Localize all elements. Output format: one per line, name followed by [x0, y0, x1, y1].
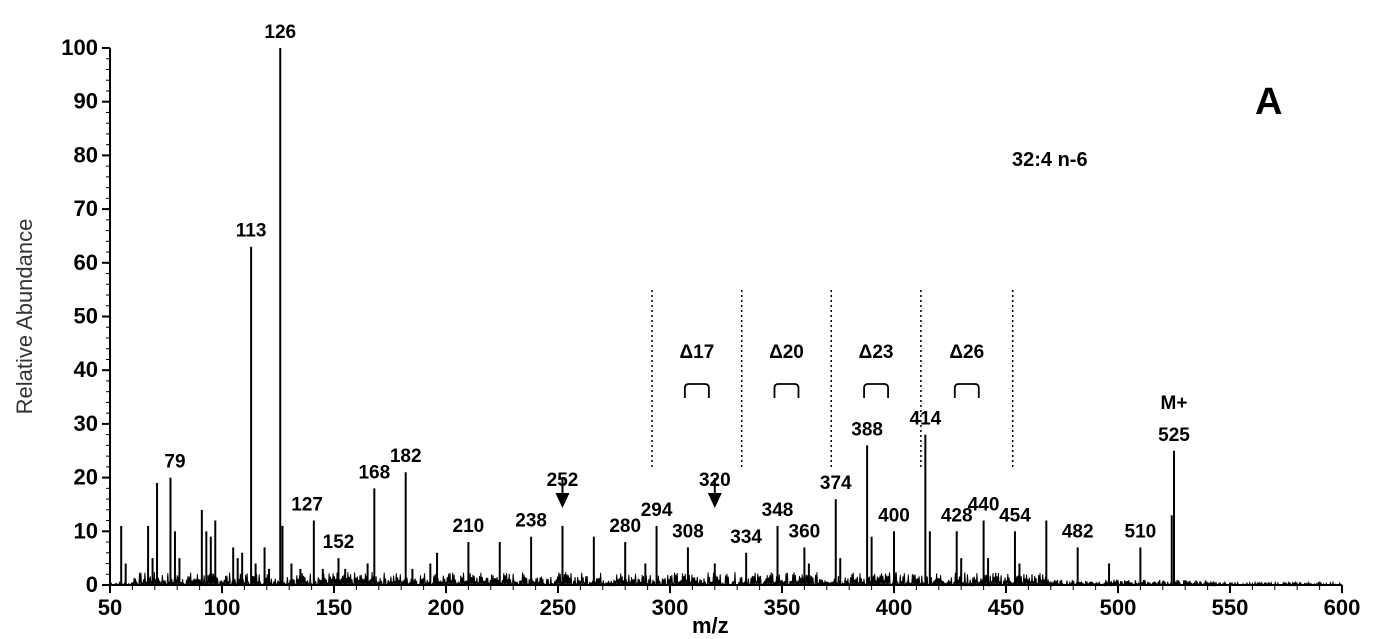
- peak-label-440: 440: [968, 495, 1000, 516]
- compound-label: 32:4 n-6: [1012, 149, 1088, 171]
- molecular-ion-label: M+: [1161, 393, 1188, 414]
- peak-label-152: 152: [323, 532, 355, 553]
- y-tick-label: 50: [74, 304, 98, 329]
- y-tick-label: 70: [74, 196, 98, 221]
- noise-trace: [109, 572, 1343, 587]
- x-tick-label: 400: [876, 595, 913, 620]
- peak-label-308: 308: [672, 521, 704, 542]
- peak-label-280: 280: [609, 516, 641, 537]
- x-tick-label: 150: [316, 595, 353, 620]
- peak-label-414: 414: [910, 409, 942, 430]
- x-tick-label: 350: [764, 595, 801, 620]
- y-tick-label: 20: [74, 465, 98, 490]
- y-tick-label: 0: [86, 572, 98, 597]
- x-tick-label: 200: [428, 595, 465, 620]
- x-tick-label: 250: [540, 595, 577, 620]
- peak-label-482: 482: [1062, 521, 1094, 542]
- peak-label-360: 360: [789, 521, 821, 542]
- peak-label-168: 168: [358, 462, 390, 483]
- peak-label-454: 454: [999, 505, 1031, 526]
- y-tick-label: 40: [74, 357, 98, 382]
- double-bond-bracket: [683, 383, 710, 398]
- y-tick-label: 80: [74, 142, 98, 167]
- panel-label: A: [1255, 81, 1282, 123]
- x-tick-label: 550: [1212, 595, 1249, 620]
- spectrum-peaks: [120, 48, 1175, 585]
- delta-label: Δ20: [769, 342, 804, 363]
- delta-label: Δ17: [679, 342, 714, 363]
- x-tick-label: 500: [1100, 595, 1137, 620]
- y-tick-label: 100: [61, 35, 98, 60]
- delta-regions: Δ17 Δ20 Δ23 Δ26: [651, 290, 1014, 470]
- delta-label: Δ26: [949, 342, 984, 363]
- peak-label-428: 428: [941, 505, 973, 526]
- peak-label-79: 79: [164, 452, 185, 473]
- double-bond-bracket: [863, 383, 889, 398]
- y-tick-label: 90: [74, 89, 98, 114]
- peak-label-238: 238: [515, 511, 547, 532]
- x-tick-label: 600: [1324, 595, 1361, 620]
- y-tick-label: 10: [74, 518, 98, 543]
- x-tick-label: 300: [652, 595, 689, 620]
- x-tick-label: 100: [204, 595, 241, 620]
- axes: 0 10 20 30 40 50 60 70 80 90 100 50 100 150 200 250 300…: [61, 35, 1360, 620]
- peak-label-126: 126: [264, 22, 296, 43]
- double-bond-bracket: [953, 383, 980, 398]
- x-axis-ticks: 50 100 150 200 250 300 350 400 450 500 550 600: [98, 585, 1361, 620]
- peak-label-348: 348: [762, 500, 794, 521]
- y-axis-title: Relative Abundance: [12, 219, 37, 415]
- arrow-head: [555, 493, 570, 508]
- peak-label-127: 127: [291, 495, 323, 516]
- peak-label-374: 374: [820, 473, 852, 494]
- peak-arrows: [555, 478, 722, 508]
- peak-label-182: 182: [390, 446, 422, 467]
- x-axis-title: m/z: [692, 613, 729, 638]
- peak-label-388: 388: [851, 419, 883, 440]
- y-tick-label: 60: [74, 250, 98, 275]
- peak-label-510: 510: [1125, 521, 1157, 542]
- peak-label-400: 400: [878, 505, 910, 526]
- peak-label-525: 525: [1158, 425, 1190, 446]
- delta-label: Δ23: [859, 342, 894, 363]
- peak-label-294: 294: [641, 500, 673, 521]
- x-tick-label: 450: [988, 595, 1025, 620]
- peak-label-210: 210: [453, 516, 485, 537]
- y-tick-label: 30: [74, 411, 98, 436]
- arrow-head: [707, 493, 722, 508]
- y-axis-ticks: 0 10 20 30 40 50 60 70 80 90 100: [61, 35, 110, 597]
- peak-label-334: 334: [730, 527, 762, 548]
- baseline-noise: [109, 572, 1343, 587]
- x-tick-label: 50: [98, 595, 122, 620]
- double-bond-bracket: [773, 383, 800, 398]
- peak-label-113: 113: [236, 221, 267, 242]
